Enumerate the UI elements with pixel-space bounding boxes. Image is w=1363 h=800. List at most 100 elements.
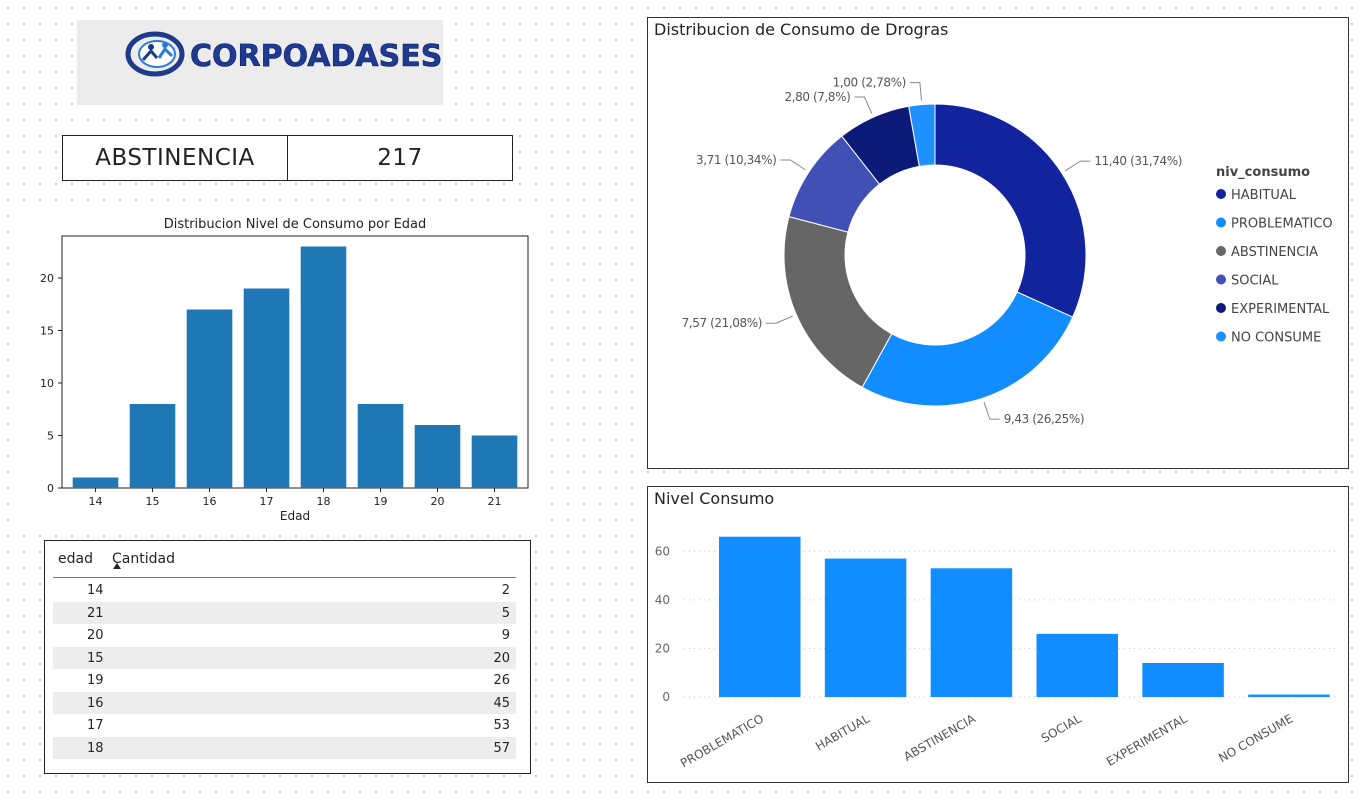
cell-cantidad: 20 [493,650,510,666]
age-chart-title: Distribucion Nivel de Consumo por Edad [164,217,427,232]
table-row[interactable]: 21 5 [53,601,516,624]
legend-marker[interactable] [1216,303,1226,313]
bar-chart-title: Nivel Consumo [654,489,775,508]
donut-slice-problematico[interactable] [861,291,1074,407]
legend-marker[interactable] [1216,274,1226,285]
donut-leader-line [1064,160,1091,172]
x-category-label: HABITUAL [813,711,872,753]
bar-social[interactable] [1036,633,1118,697]
bar-habitual[interactable] [824,558,907,697]
legend-marker[interactable] [1216,331,1226,342]
logo-svg: CORPOADASES [125,31,443,77]
age-chart-xlabel: Edad [280,509,310,523]
cell-cantidad: 9 [501,628,510,643]
x-category-label: PROBLEMATICO [678,711,766,770]
table-row[interactable]: 17 53 [53,714,516,736]
donut-data-label: 3,71 (10,34%) [696,153,776,167]
x-tick-label: 15 [146,495,160,508]
bar-problematico[interactable] [719,536,801,697]
table-row[interactable]: 16 45 [53,691,516,714]
legend-marker[interactable] [1216,189,1226,199]
legend-marker[interactable] [1216,217,1226,228]
age-bar-19[interactable] [357,404,404,488]
x-category-label: ABSTINENCIA [901,711,978,764]
table-row[interactable]: 19 26 [53,669,516,691]
legend-label[interactable]: EXPERIMENTAL [1231,302,1330,317]
x-tick-label: 18 [317,495,331,508]
donut-data-label: 9,43 (26,25%) [1004,412,1084,426]
y-tick-label: 40 [655,593,670,607]
donut-data-label: 11,40 (31,74%) [1094,154,1182,168]
bar-chart-svg: 0 20 40 60 PROBLEMATICO HABITUAL ABSTINENCIA SO… [655,536,1339,771]
consumption-level-bar-panel: Nivel Consumo 0 20 40 60 PROBLEMATICO HABITUA… [647,486,1349,783]
cell-cantidad: 2 [501,583,510,598]
donut-data-label: 7,57 (21,08%) [682,316,762,330]
legend-label[interactable]: HABITUAL [1231,188,1297,203]
age-bar-16[interactable] [186,309,233,489]
bar-experimental[interactable] [1142,663,1224,697]
kpi-label: ABSTINENCIA [63,136,288,180]
bar-no-consume[interactable] [1248,694,1330,697]
cell-cantidad: 57 [493,740,510,756]
age-bar-18[interactable] [300,246,347,489]
table-row[interactable]: 15 20 [53,646,516,669]
table-row[interactable]: 20 9 [53,624,516,646]
cell-cantidad: 5 [501,605,510,621]
cell-edad: 14 [87,583,104,598]
y-tick-label: 0 [662,690,670,704]
y-tick-label: 20 [40,272,54,285]
cell-cantidad: 45 [493,695,510,711]
donut-leader-line [909,82,922,101]
column-header-edad[interactable]: edad [58,551,93,567]
corpoadases-logo: CORPOADASES [77,20,443,105]
age-bar-14[interactable] [72,477,119,489]
column-header-cantidad[interactable]: Cantidad [112,551,175,567]
legend-title: niv_consumo [1216,165,1310,180]
donut-slice-no-consume[interactable] [908,103,936,167]
age-bar-21[interactable] [471,435,518,489]
cell-edad: 19 [87,673,104,688]
age-bar-17[interactable] [243,288,290,489]
legend-marker[interactable] [1216,246,1226,256]
x-tick-label: 16 [203,495,217,508]
donut-title: Distribucion de Consumo de Drogras [654,20,949,39]
cell-edad: 16 [87,695,104,711]
donut-slice-habitual[interactable] [934,103,1087,318]
kpi-value: 217 [377,145,423,171]
y-tick-label: 20 [655,641,670,655]
x-tick-label: 21 [488,495,502,508]
table-row[interactable]: 14 2 [53,579,516,601]
legend-label[interactable]: SOCIAL [1231,274,1279,289]
y-tick-label: 0 [47,482,54,495]
x-category-label: NO CONSUME [1216,711,1295,765]
age-bar-15[interactable] [129,404,176,488]
donut-leader-line [766,315,793,324]
legend-label[interactable]: NO CONSUME [1231,331,1321,346]
y-tick-label: 60 [655,544,670,558]
donut-chart-svg: 11,40 (31,74%) 9,43 (26,25%) 7,57 (21,08%)… [682,76,1333,426]
cell-edad: 20 [87,628,104,643]
x-category-label: SOCIAL [1039,711,1084,745]
age-quantity-table[interactable]: edad Cantidad 14 2 21 5 20 9 15 20 19 26 16 45 17 53 1… [44,540,531,774]
legend-label[interactable]: PROBLEMATICO [1231,217,1333,232]
cell-cantidad: 26 [493,673,510,688]
age-bar-20[interactable] [414,425,461,488]
donut-leader-line [854,96,873,114]
donut-leader-line [780,159,806,171]
donut-leader-line [983,401,1000,420]
donut-data-label: 2,80 (7,8%) [784,90,850,104]
donut-slice-abstinencia[interactable] [783,216,893,388]
legend-label[interactable]: ABSTINENCIA [1231,245,1318,260]
y-tick-label: 5 [47,430,54,443]
table-row[interactable]: 18 57 [53,736,516,759]
cell-edad: 15 [87,650,104,666]
cell-edad: 21 [87,605,104,621]
drug-consumption-donut-panel: Distribucion de Consumo de Drogras 11,40… [647,17,1349,469]
bar-abstinencia[interactable] [930,568,1013,697]
x-category-label: EXPERIMENTAL [1104,711,1190,769]
cell-edad: 17 [87,718,104,733]
sort-ascending-icon[interactable] [113,563,121,569]
y-tick-label: 15 [40,325,54,338]
logo-text: CORPOADASES [190,39,442,74]
abstinence-kpi-card: ABSTINENCIA 217 [62,135,513,181]
